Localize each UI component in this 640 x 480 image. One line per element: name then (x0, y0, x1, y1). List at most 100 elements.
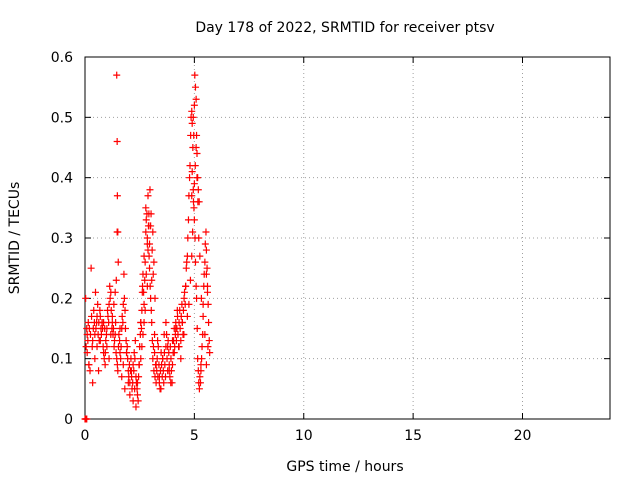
data-point (167, 379, 175, 387)
data-point (94, 300, 102, 308)
data-point (145, 210, 153, 218)
data-point (175, 343, 183, 351)
data-point (111, 288, 119, 296)
data-point (121, 385, 129, 393)
data-point (141, 276, 149, 284)
data-point (117, 343, 125, 351)
data-point (201, 240, 209, 248)
data-point (151, 294, 159, 302)
data-point (185, 300, 193, 308)
data-point (197, 361, 205, 369)
data-point (84, 318, 92, 326)
data-point (147, 306, 155, 314)
data-point (203, 264, 211, 272)
x-tick-label: 20 (514, 428, 532, 444)
data-point (147, 222, 155, 230)
data-point (148, 246, 156, 254)
data-point (192, 95, 200, 103)
data-point (96, 337, 104, 345)
data-point (120, 294, 128, 302)
x-tick-label: 15 (404, 428, 422, 444)
data-point (198, 343, 206, 351)
x-tick-label: 0 (81, 428, 90, 444)
x-tick-label: 10 (295, 428, 313, 444)
data-point (190, 101, 198, 109)
data-point (152, 361, 160, 369)
data-point (106, 294, 114, 302)
data-point (83, 415, 91, 423)
data-point (119, 300, 127, 308)
data-point (189, 113, 197, 121)
data-point (113, 137, 121, 145)
data-point (135, 373, 143, 381)
data-point (139, 331, 147, 339)
data-point (116, 349, 124, 357)
data-point (109, 325, 117, 332)
data-point (112, 318, 120, 326)
data-point (169, 337, 176, 345)
y-tick-label: 0.6 (51, 50, 73, 66)
data-point (107, 331, 115, 339)
data-point (140, 300, 148, 308)
data-point (191, 83, 199, 91)
data-point (138, 343, 146, 351)
chart-title: Day 178 of 2022, SRMTID for receiver pts… (195, 20, 494, 36)
data-point (131, 337, 139, 345)
data-point (116, 337, 124, 345)
data-point (182, 264, 190, 272)
data-point (131, 385, 139, 393)
data-point (149, 228, 157, 236)
data-point (122, 337, 130, 345)
data-point (192, 282, 200, 290)
axis-ticks (84, 56, 610, 420)
data-point (100, 349, 108, 357)
data-point (140, 252, 148, 260)
data-point (140, 318, 148, 326)
data-point (116, 325, 124, 332)
data-point (188, 107, 196, 115)
data-point (142, 270, 150, 278)
data-point (113, 361, 121, 369)
data-point (202, 228, 210, 236)
data-point (196, 252, 204, 260)
data-point (193, 325, 201, 332)
data-point (137, 325, 145, 332)
data-point (114, 367, 122, 375)
data-point (197, 367, 205, 375)
data-point (182, 282, 190, 290)
data-point (114, 228, 122, 236)
data-point (202, 246, 210, 254)
data-point (164, 343, 172, 351)
data-point (184, 234, 192, 242)
data-point (129, 397, 137, 405)
data-point (191, 258, 199, 266)
data-point (201, 331, 209, 339)
data-point (118, 312, 126, 320)
data-point (206, 349, 214, 357)
data-point (137, 355, 145, 363)
data-point (85, 361, 93, 369)
data-point (188, 252, 196, 260)
data-point (169, 361, 176, 369)
data-point (172, 325, 180, 332)
data-point (135, 361, 143, 369)
data-point (177, 337, 185, 345)
y-axis-label: SRMTID / TECUs (7, 182, 23, 295)
data-point (96, 312, 104, 320)
data-point (142, 204, 150, 212)
data-point (201, 258, 209, 266)
data-point (183, 312, 191, 320)
data-point (166, 373, 174, 381)
data-point (96, 306, 104, 314)
data-point (82, 294, 90, 302)
data-point (112, 276, 120, 284)
data-point (204, 300, 212, 308)
data-point (179, 306, 187, 314)
data-point (101, 361, 109, 369)
data-point (103, 343, 111, 351)
data-point (188, 168, 196, 176)
data-point (192, 144, 200, 151)
y-tick-label: 0.3 (51, 231, 73, 247)
data-point (134, 379, 141, 387)
